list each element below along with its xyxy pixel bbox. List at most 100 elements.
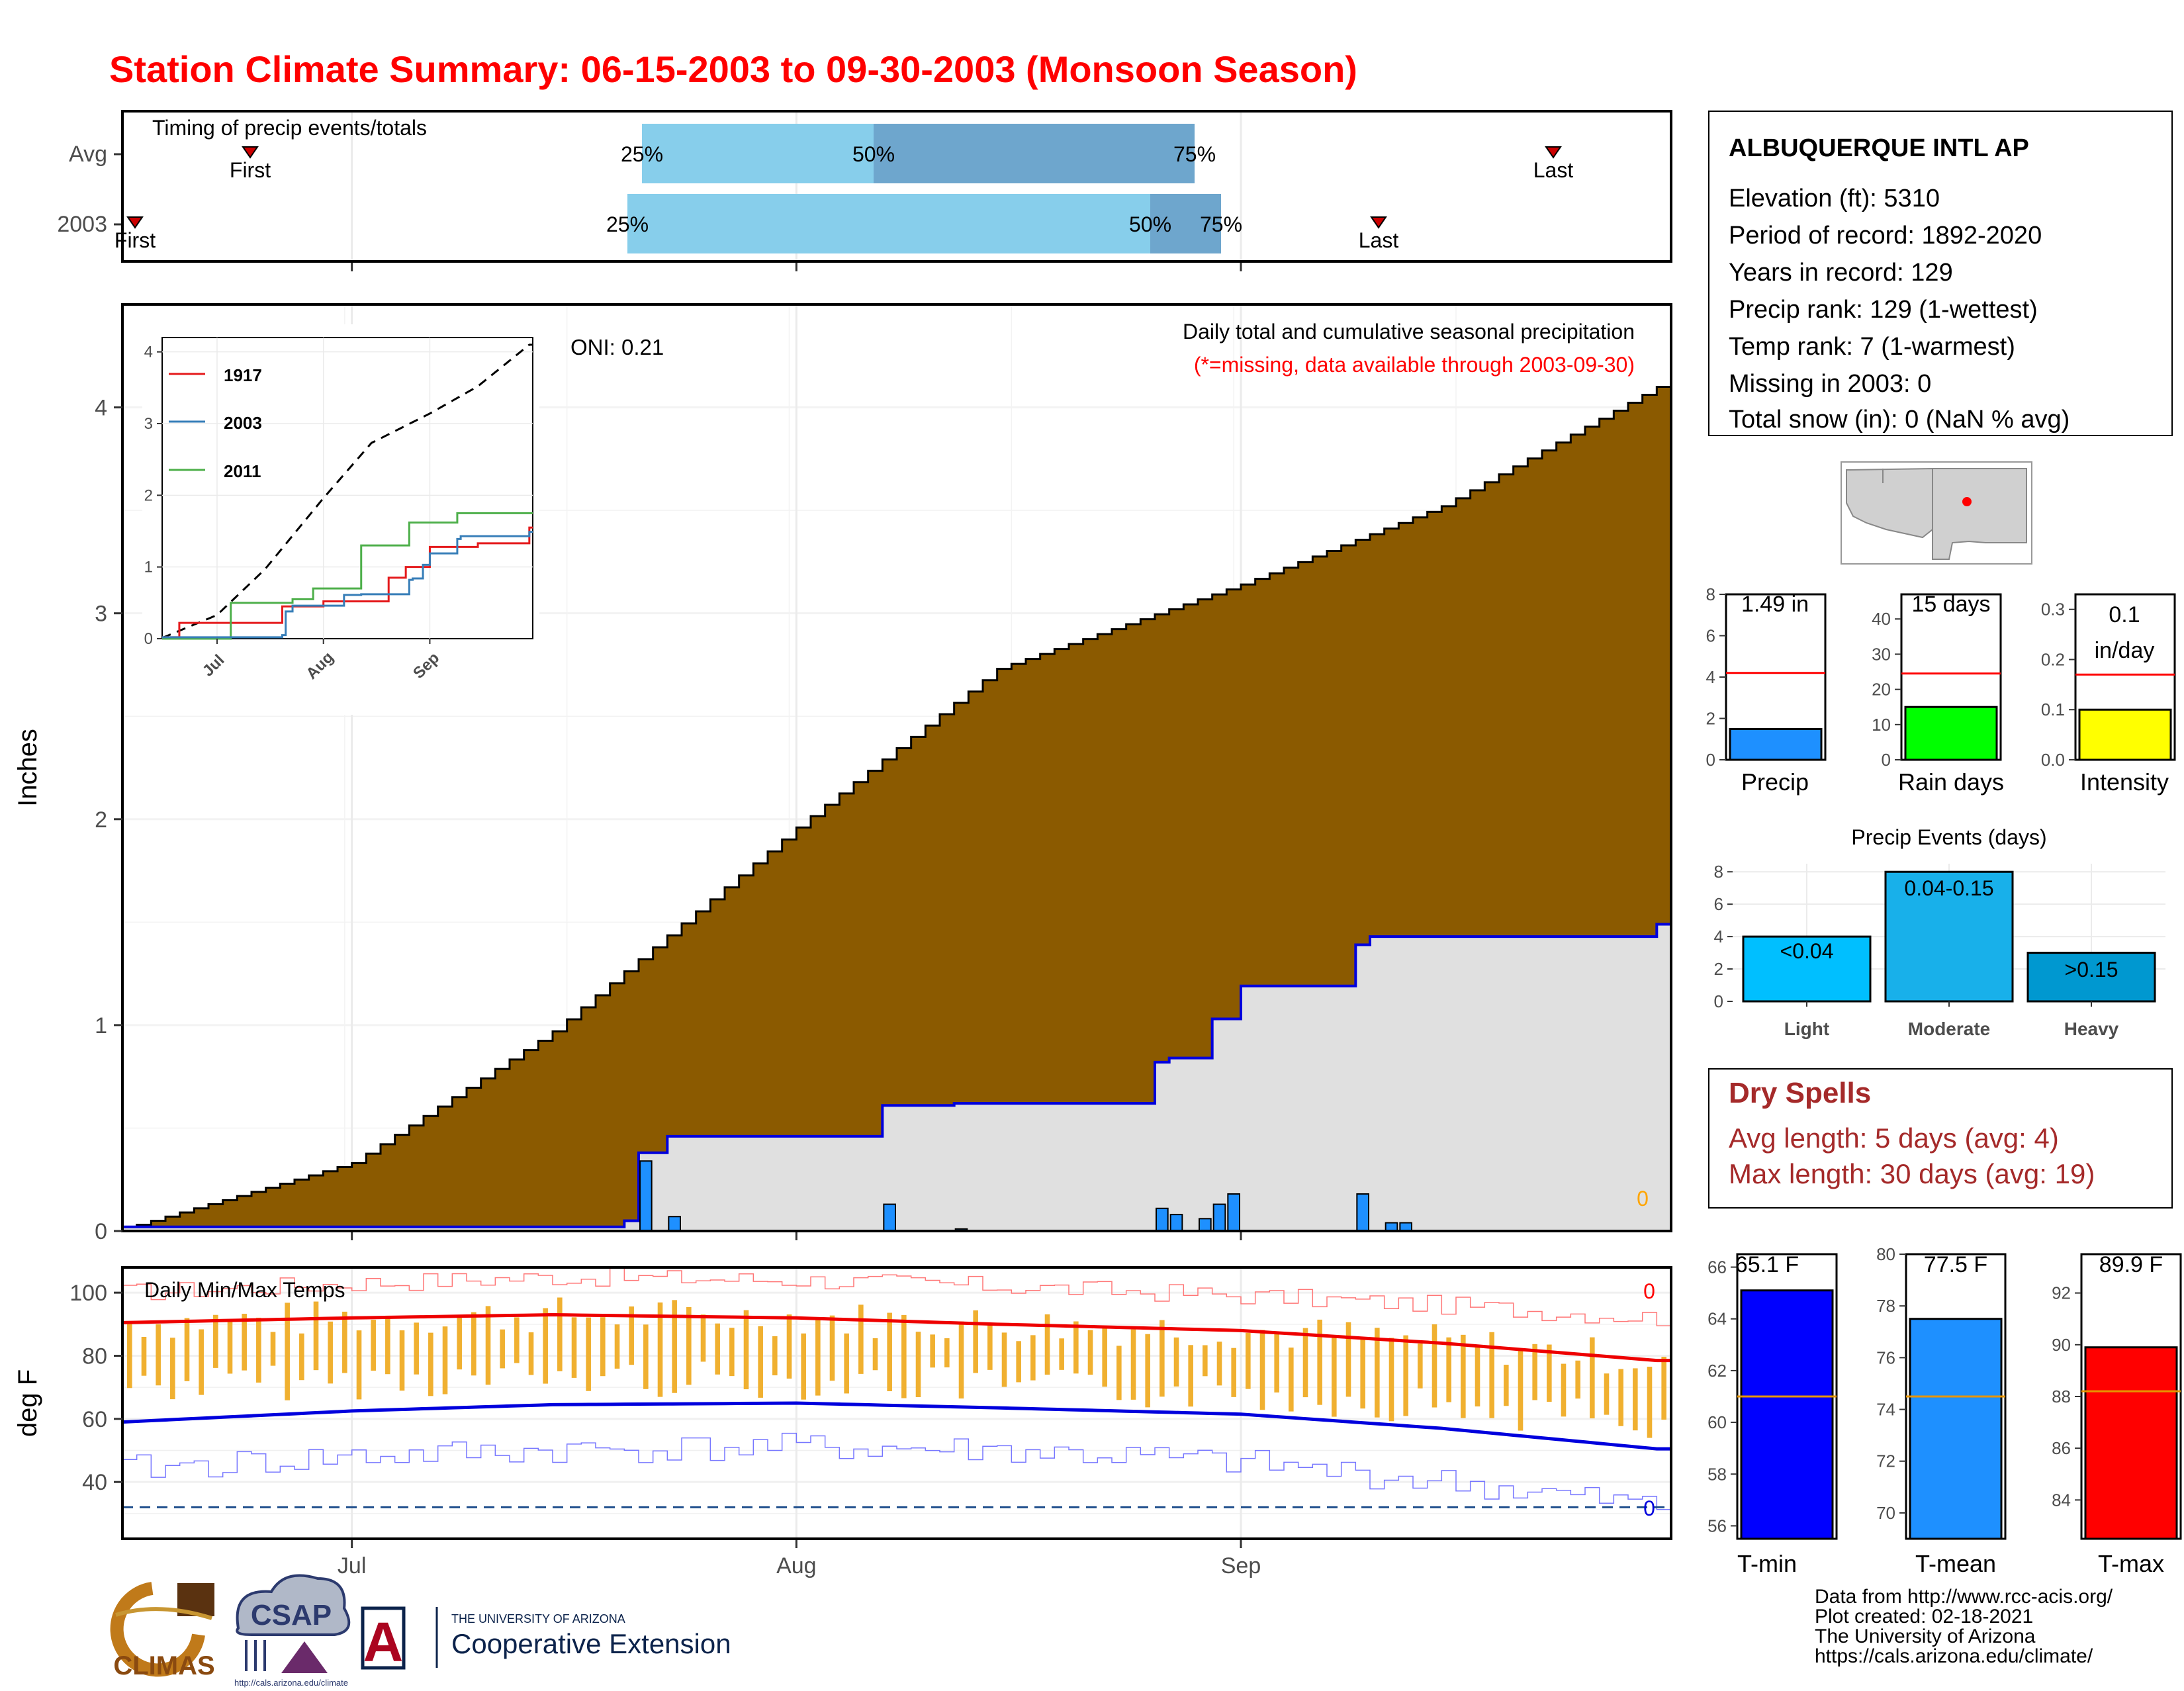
- temp-day-bar-103: [1604, 1373, 1610, 1415]
- footer-credits: Data from http://www.rcc-acis.org/ Plot …: [1815, 1586, 2113, 1667]
- temp-ytick-label-3: 100: [69, 1281, 107, 1306]
- temp-day-bar-99: [1547, 1344, 1552, 1402]
- precip-missing-note: (*=missing, data available through 2003-…: [1194, 353, 1635, 377]
- ua-logo-border: [361, 1606, 406, 1670]
- precip-ytick-label-1: 1: [95, 1013, 107, 1038]
- temp-day-bar-80: [1274, 1331, 1279, 1393]
- mini-precip-value: 1.49 in: [1741, 592, 1809, 617]
- temp-day-bar-95: [1489, 1332, 1494, 1418]
- temp-plot-bg: [122, 1267, 1671, 1539]
- temp-day-bar-33: [600, 1317, 606, 1377]
- ua-logo-big-text: Cooperative Extension: [451, 1628, 731, 1659]
- precip-ytick-label-2: 2: [95, 807, 107, 833]
- mini-raindays-bar: [1904, 706, 1998, 761]
- tb-tmean-tick-label-2: 74: [1876, 1400, 1895, 1420]
- footer-line-3: The University of Arizona: [1815, 1625, 2036, 1647]
- station-years: Years in record: 129: [1729, 259, 1953, 287]
- temp-day-bar-38: [672, 1300, 677, 1393]
- ua-logo-small-text: THE UNIVERSITY OF ARIZONA: [451, 1612, 625, 1625]
- temp-min-missing: 0: [1643, 1496, 1655, 1520]
- station-name: ALBUQUERQUE INTL AP: [1729, 134, 2029, 162]
- temp-day-bar-12: [299, 1333, 304, 1381]
- tmax-plot: 84 86 88 90 92: [2052, 1253, 2182, 1540]
- csap-logo-text: CSAP: [251, 1599, 332, 1631]
- locator-map: [1841, 461, 2032, 565]
- temp-day-bar-37: [657, 1302, 663, 1397]
- events-bar-moderate: [1884, 870, 2014, 1003]
- temp-day-bar-7: [227, 1320, 233, 1374]
- timing-obs-last-marker: [1370, 216, 1387, 229]
- temp-day-bar-34: [614, 1324, 620, 1369]
- temp-day-bar-61: [1001, 1332, 1007, 1387]
- events-bar-label-moderate: 0.04-0.15: [1904, 876, 1993, 900]
- temp-day-bar-102: [1590, 1337, 1595, 1419]
- temp-day-bar-15: [342, 1311, 347, 1373]
- timing-obs-bar-50-75: [1150, 194, 1221, 253]
- events-bar-heavy: [2026, 952, 2156, 1003]
- tb-tmax-tick-label-1: 86: [2052, 1438, 2071, 1458]
- inset-grid: [162, 338, 533, 639]
- csap-logo: CSAP http://cals.arizona.edu/climate: [234, 1574, 351, 1688]
- temp-day-bar-84: [1332, 1337, 1337, 1417]
- mini-precip-tick-label-2: 4: [1706, 667, 1715, 687]
- station-frame: [1708, 111, 2173, 436]
- page-title: Station Climate Summary: 06-15-2003 to 0…: [109, 48, 1357, 90]
- mini-intensity-tick-label-0: 0.0: [2041, 750, 2065, 770]
- tb-tmax-bar: [2084, 1346, 2178, 1540]
- timing-row-avg-label: Avg: [69, 142, 107, 167]
- temp-ytick-label-2: 80: [82, 1344, 107, 1369]
- inset-plot-frame: [161, 337, 533, 639]
- mini-raindays-tick-label-4: 40: [1872, 609, 1891, 629]
- obs-cumulative-line: [122, 923, 1671, 1228]
- temp-day-bar-19: [399, 1330, 405, 1391]
- temp-day-bar-82: [1302, 1328, 1308, 1398]
- temp-day-bar-39: [686, 1306, 692, 1385]
- month-xtick-label-2: Sep: [1221, 1553, 1261, 1578]
- temp-day-bar-97: [1518, 1350, 1524, 1431]
- tmin-plot: 56 58 60 62 64 66: [1707, 1253, 1838, 1540]
- temp-day-bar-107: [1661, 1356, 1666, 1420]
- temp-day-bar-25: [485, 1306, 491, 1385]
- tmin-label: T-min: [1737, 1550, 1797, 1577]
- precip-missing-count: 0: [1637, 1187, 1649, 1211]
- station-precip-rank: Precip rank: 129 (1-wettest): [1729, 296, 2038, 324]
- daily-precip-bars: [639, 1160, 1412, 1232]
- temp-day-bar-90: [1418, 1344, 1423, 1389]
- tb-tmax-tick-label-4: 92: [2052, 1283, 2071, 1303]
- temp-day-bar-44: [758, 1326, 763, 1398]
- temp-day-bar-69: [1116, 1346, 1122, 1400]
- temp-day-bar-8: [242, 1314, 247, 1371]
- mini-precip-label: Precip: [1741, 768, 1809, 796]
- temp-day-bar-46: [786, 1314, 792, 1379]
- temp-day-bar-83: [1317, 1319, 1322, 1405]
- temp-day-bar-62: [1016, 1341, 1021, 1383]
- tmean-chart: 70 72 74 76 78 80 77.5 F T-mean: [1876, 1244, 2007, 1577]
- temp-day-bar-93: [1461, 1334, 1466, 1418]
- temp-day-bar-28: [528, 1332, 534, 1375]
- temp-day-bar-104: [1618, 1369, 1623, 1426]
- temp-day-bar-50: [844, 1333, 849, 1394]
- daily-precip-bar-2: [883, 1203, 897, 1232]
- temp-day-bar-73: [1173, 1337, 1179, 1387]
- inset-avg-line: [161, 343, 533, 639]
- timing-obs-p75: 75%: [1200, 212, 1242, 236]
- temp-day-bar-92: [1446, 1337, 1451, 1402]
- temp-day-bar-55: [915, 1332, 921, 1397]
- month-xtick-label-1: Aug: [776, 1553, 817, 1578]
- events-tick-label-4: 8: [1714, 862, 1723, 882]
- csap-logo-url: http://cals.arizona.edu/climate: [234, 1678, 348, 1688]
- record-high-line: [122, 1267, 1671, 1326]
- tb-tmin-tick-label-4: 64: [1707, 1309, 1727, 1329]
- temp-day-bar-88: [1388, 1338, 1394, 1422]
- mini-raindays-value: 15 days: [1911, 592, 1990, 617]
- mini-intensity-plot: 0.0 0.1 0.2 0.3: [2041, 593, 2176, 770]
- temp-day-bar-65: [1059, 1338, 1064, 1370]
- timing-frame-outline: [121, 110, 1672, 263]
- mini-precip-tick-label-1: 2: [1706, 709, 1715, 729]
- temp-day-bar-36: [643, 1324, 649, 1389]
- inset-ytick-label-4: 4: [144, 343, 153, 361]
- daily-precip-bar-8: [1227, 1193, 1241, 1232]
- map-new-mexico: [1932, 468, 2027, 560]
- timing-avg-bar-50-75: [874, 124, 1195, 183]
- temp-day-bar-63: [1030, 1335, 1036, 1381]
